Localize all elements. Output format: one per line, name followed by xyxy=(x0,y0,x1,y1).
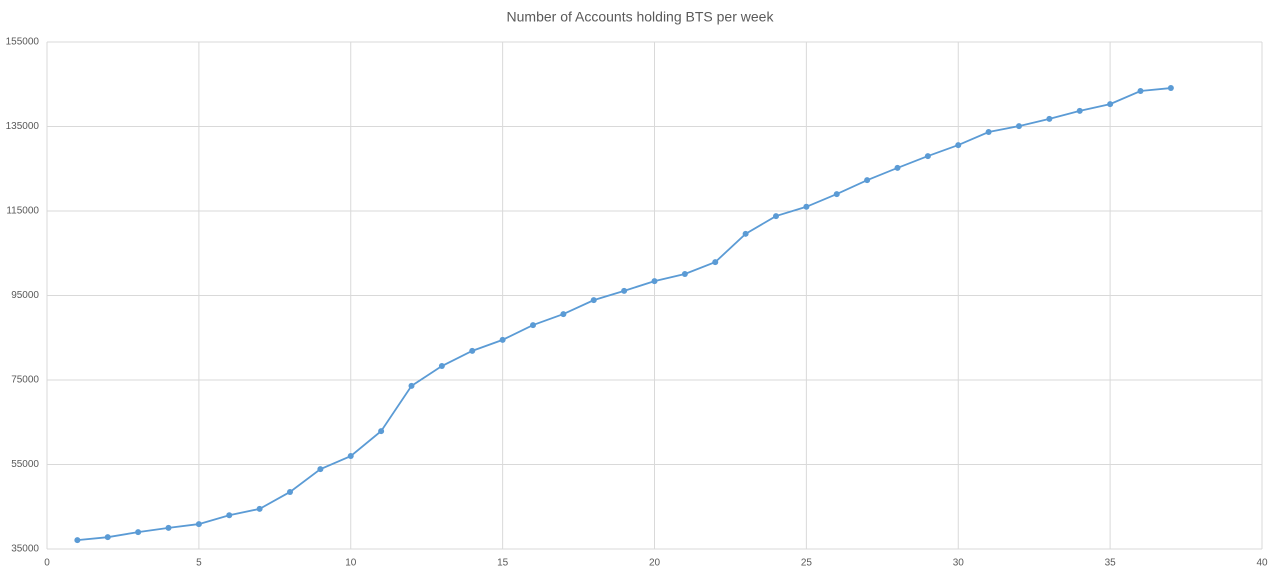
data-point xyxy=(651,278,658,285)
data-point xyxy=(590,297,597,304)
y-tick-label: 75000 xyxy=(11,375,39,386)
x-tick-label: 0 xyxy=(44,558,50,569)
data-point xyxy=(226,512,233,519)
data-point xyxy=(469,347,476,354)
chart-title: Number of Accounts holding BTS per week xyxy=(507,9,775,25)
y-tick-label: 155000 xyxy=(6,37,40,48)
data-point xyxy=(864,177,871,184)
data-point xyxy=(499,336,506,343)
data-point xyxy=(1076,107,1083,114)
data-point xyxy=(135,529,142,536)
data-point xyxy=(165,524,172,531)
data-point xyxy=(287,488,293,495)
data-point xyxy=(408,382,415,389)
data-point xyxy=(803,203,810,210)
data-point xyxy=(894,164,901,171)
data-point xyxy=(530,322,536,329)
data-point xyxy=(712,259,719,266)
data-point xyxy=(681,270,688,277)
y-tick-label: 35000 xyxy=(11,544,39,555)
x-tick-label: 10 xyxy=(345,558,357,569)
data-point xyxy=(1046,115,1053,122)
data-point xyxy=(1016,123,1022,130)
data-point xyxy=(1137,88,1144,95)
data-point xyxy=(833,191,840,198)
y-tick-label: 95000 xyxy=(11,290,39,301)
data-point xyxy=(773,213,779,220)
y-tick-label: 55000 xyxy=(11,459,39,470)
data-point xyxy=(195,521,202,528)
data-point xyxy=(742,230,749,237)
data-point xyxy=(1167,85,1174,92)
x-tick-label: 15 xyxy=(497,558,509,569)
data-point xyxy=(621,287,628,294)
x-tick-label: 5 xyxy=(196,558,202,569)
data-point xyxy=(560,311,567,318)
data-point xyxy=(438,363,445,370)
data-point xyxy=(924,153,931,160)
data-point xyxy=(985,128,992,135)
data-point xyxy=(1107,101,1114,108)
x-tick-label: 20 xyxy=(649,558,661,569)
x-tick-label: 30 xyxy=(953,558,965,569)
data-point xyxy=(378,428,385,435)
data-point xyxy=(104,534,111,541)
y-tick-label: 115000 xyxy=(6,206,39,217)
data-point xyxy=(347,453,354,460)
series-line xyxy=(77,87,1171,542)
y-tick-label: 135000 xyxy=(6,121,40,132)
data-point xyxy=(955,142,962,149)
data-point xyxy=(74,537,81,544)
data-point xyxy=(256,505,263,512)
x-tick-label: 25 xyxy=(801,558,813,569)
x-tick-label: 40 xyxy=(1256,558,1268,569)
x-tick-label: 35 xyxy=(1105,558,1117,569)
data-point xyxy=(317,466,324,473)
